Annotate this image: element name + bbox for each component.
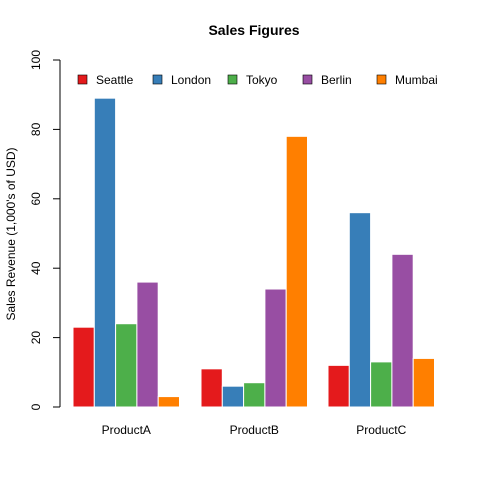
bar-seattle-productc [327,364,350,408]
bar-tokyo-productc [370,361,393,408]
y-tick-label: 0 [29,403,43,410]
bar-mumbai-productb [285,135,309,408]
y-tick-label: 60 [29,192,43,206]
bar-mumbai-producta [157,396,180,408]
bar-london-producta [93,97,117,408]
bar-tokyo-productb [243,382,266,408]
category-label: ProductB [230,423,279,437]
bars [72,97,436,408]
legend-swatch-seattle [77,74,88,85]
legend-label-seattle: Seattle [96,73,134,87]
y-axis: 0 20 40 60 80 100 [29,50,61,410]
bar-tokyo-producta [115,323,138,408]
bar-seattle-producta [72,326,95,408]
legend-swatch-berlin [302,74,313,85]
legend-label-berlin: Berlin [321,73,352,87]
y-tick-label: 80 [29,122,43,136]
bar-london-productb [221,385,245,408]
category-label: ProductC [356,423,406,437]
y-tick-label: 20 [29,331,43,345]
bar-london-productc [348,212,372,408]
legend-label-tokyo: Tokyo [246,73,278,87]
y-axis-label: Sales Revenue (1,000's of USD) [4,147,18,320]
chart-title: Sales Figures [208,22,299,38]
legend-swatch-mumbai [376,74,387,85]
legend-label-mumbai: Mumbai [395,73,438,87]
bar-mumbai-productc [412,357,436,408]
bar-berlin-productc [391,253,414,408]
legend-swatch-london [152,74,163,85]
category-labels: ProductA ProductB ProductC [102,423,407,437]
category-label: ProductA [102,423,151,437]
legend: Seattle London Tokyo Berlin Mumbai [77,73,438,87]
legend-swatch-tokyo [227,74,238,85]
bar-berlin-productb [264,288,287,408]
bar-berlin-producta [136,281,159,408]
y-tick-label: 40 [29,261,43,275]
y-tick-label: 100 [29,50,43,70]
bar-seattle-productb [200,368,223,408]
legend-label-london: London [171,73,211,87]
